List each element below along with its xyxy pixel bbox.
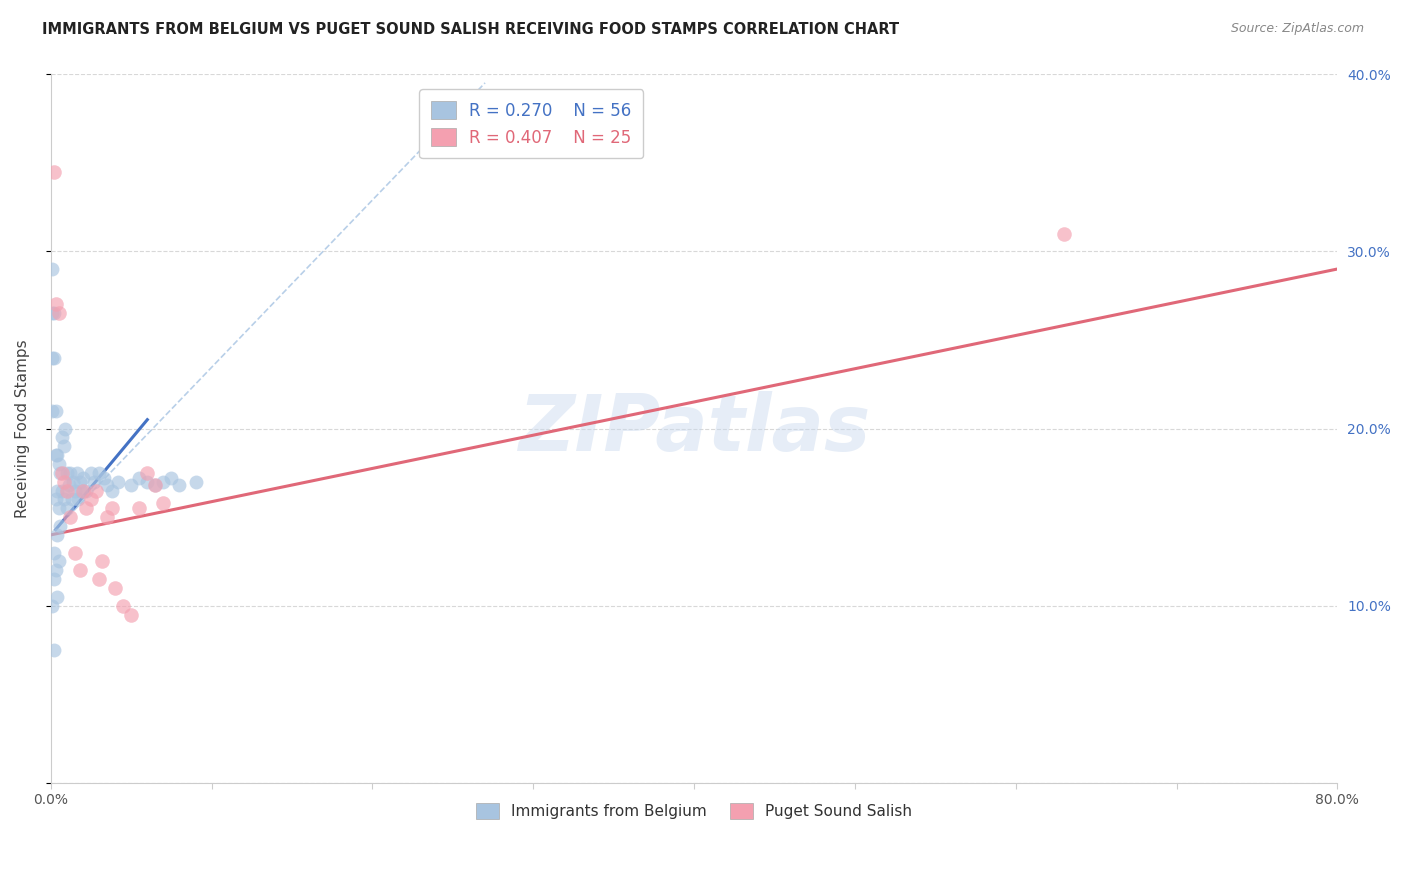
Point xyxy=(1053,227,1076,241)
Text: ZIPatlas: ZIPatlas xyxy=(517,391,870,467)
Point xyxy=(184,475,207,489)
Point xyxy=(128,501,150,516)
Point xyxy=(41,599,63,613)
Point xyxy=(42,643,65,657)
Point xyxy=(63,483,86,498)
Point xyxy=(49,519,72,533)
Point xyxy=(169,478,191,492)
Point xyxy=(69,475,91,489)
Point xyxy=(160,471,183,485)
Point xyxy=(51,430,73,444)
Point xyxy=(48,501,70,516)
Point xyxy=(45,492,67,507)
Point xyxy=(120,607,142,622)
Point xyxy=(42,164,65,178)
Point xyxy=(51,483,73,498)
Point xyxy=(42,546,65,560)
Point xyxy=(152,496,174,510)
Point xyxy=(84,483,107,498)
Point xyxy=(45,563,67,577)
Point xyxy=(75,483,97,498)
Point xyxy=(42,306,65,320)
Point xyxy=(41,351,63,365)
Point xyxy=(91,554,114,568)
Point xyxy=(128,471,150,485)
Point xyxy=(48,306,70,320)
Point xyxy=(56,483,79,498)
Point xyxy=(56,466,79,480)
Point xyxy=(72,471,94,485)
Point xyxy=(145,478,167,492)
Point xyxy=(53,421,76,435)
Point xyxy=(42,351,65,365)
Point xyxy=(70,483,93,498)
Point xyxy=(96,478,118,492)
Point xyxy=(45,297,67,311)
Point xyxy=(87,466,110,480)
Point xyxy=(96,510,118,524)
Point xyxy=(87,572,110,586)
Point xyxy=(52,439,75,453)
Point xyxy=(83,475,105,489)
Point xyxy=(52,475,75,489)
Point xyxy=(46,528,69,542)
Point xyxy=(80,466,103,480)
Point xyxy=(107,475,129,489)
Point xyxy=(46,483,69,498)
Point xyxy=(46,590,69,604)
Point xyxy=(75,501,97,516)
Text: IMMIGRANTS FROM BELGIUM VS PUGET SOUND SALISH RECEIVING FOOD STAMPS CORRELATION : IMMIGRANTS FROM BELGIUM VS PUGET SOUND S… xyxy=(42,22,900,37)
Point xyxy=(46,448,69,462)
Point xyxy=(52,492,75,507)
Point xyxy=(72,483,94,498)
Point xyxy=(41,404,63,418)
Point xyxy=(41,306,63,320)
Point xyxy=(45,448,67,462)
Point xyxy=(62,475,84,489)
Point xyxy=(65,466,87,480)
Point xyxy=(41,262,63,277)
Text: Source: ZipAtlas.com: Source: ZipAtlas.com xyxy=(1230,22,1364,36)
Point xyxy=(42,572,65,586)
Point xyxy=(152,475,174,489)
Point xyxy=(112,599,135,613)
Point xyxy=(59,510,82,524)
Point xyxy=(56,501,79,516)
Point xyxy=(93,471,115,485)
Point xyxy=(69,563,91,577)
Point xyxy=(60,492,83,507)
Point xyxy=(136,475,159,489)
Point xyxy=(104,581,127,595)
Legend: Immigrants from Belgium, Puget Sound Salish: Immigrants from Belgium, Puget Sound Sal… xyxy=(470,797,918,825)
Point xyxy=(51,466,73,480)
Point xyxy=(120,478,142,492)
Point xyxy=(45,404,67,418)
Point xyxy=(101,483,124,498)
Point xyxy=(48,457,70,471)
Point xyxy=(145,478,167,492)
Point xyxy=(67,492,90,507)
Y-axis label: Receiving Food Stamps: Receiving Food Stamps xyxy=(15,339,30,518)
Point xyxy=(63,546,86,560)
Point xyxy=(49,466,72,480)
Point xyxy=(101,501,124,516)
Point xyxy=(59,466,82,480)
Point xyxy=(136,466,159,480)
Point xyxy=(48,554,70,568)
Point xyxy=(58,478,80,492)
Point xyxy=(80,492,103,507)
